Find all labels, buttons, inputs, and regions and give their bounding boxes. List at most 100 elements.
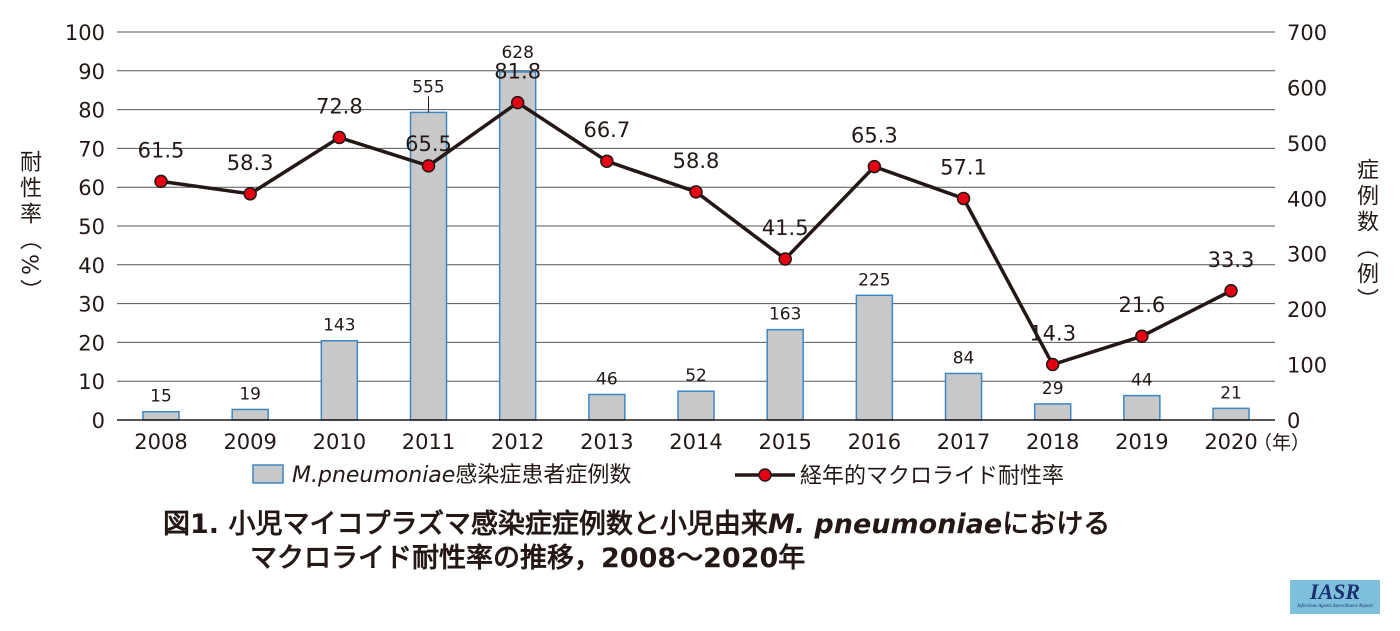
y2-tick-label: 500 bbox=[1287, 132, 1327, 156]
bar-value-label: 163 bbox=[769, 305, 801, 325]
line-value-label: 65.5 bbox=[405, 132, 452, 156]
y-axis-title: 耐性率（%） bbox=[16, 150, 41, 305]
bar-value-label: 44 bbox=[1131, 371, 1153, 391]
y-tick-label: 60 bbox=[78, 176, 105, 200]
y-tick-label: 30 bbox=[78, 293, 105, 317]
line-value-label: 72.8 bbox=[316, 95, 363, 119]
logo-text: IASR bbox=[1309, 579, 1361, 604]
logo-subtitle: Infectious Agents Surveillance Report bbox=[1297, 604, 1373, 609]
bar bbox=[677, 390, 715, 421]
line-value-label: 61.5 bbox=[138, 138, 185, 162]
y-tick-label: 40 bbox=[78, 254, 105, 278]
bar-value-label: 143 bbox=[323, 316, 355, 336]
legend-bar-label: M.pneumoniae感染症患者症例数 bbox=[292, 463, 631, 488]
x-tick-label: 2013 bbox=[580, 430, 633, 454]
title-text: 図1. 小児マイコプラズマ感染症症例数と小児由来 bbox=[163, 509, 768, 540]
iasr-logo: IASR Infectious Agents Surveillance Repor… bbox=[1290, 580, 1380, 614]
y2-tick-label: 100 bbox=[1287, 354, 1327, 378]
bar bbox=[142, 410, 180, 421]
bar-value-label: 21 bbox=[1220, 383, 1242, 403]
line-marker bbox=[510, 95, 525, 110]
line-marker bbox=[867, 159, 882, 174]
y2-tick-label: 700 bbox=[1287, 21, 1327, 45]
bar-value-label: 15 bbox=[150, 387, 172, 407]
y-tick-label: 0 bbox=[92, 409, 105, 433]
line-marker bbox=[332, 130, 347, 145]
chart: 0 10 20 30 40 50 60 70 80 90 100 0 100 200 300 400 500 60… bbox=[65, 21, 1327, 489]
line-marker bbox=[154, 174, 168, 189]
line-marker bbox=[421, 159, 436, 173]
figure-title-line2: マクロライド耐性率の推移，2008〜2020年 bbox=[250, 543, 806, 574]
bar-value-label: 29 bbox=[1042, 379, 1064, 399]
y2-tick-label: 400 bbox=[1287, 187, 1327, 211]
bar bbox=[944, 372, 983, 421]
line-marker bbox=[243, 187, 257, 201]
bar-value-label: 84 bbox=[953, 348, 975, 368]
line-value-label: 33.3 bbox=[1208, 248, 1255, 272]
y-tick-label: 100 bbox=[65, 21, 105, 45]
bar-value-label: 628 bbox=[501, 43, 533, 63]
line-value-label: 14.3 bbox=[1029, 322, 1076, 346]
title-text: における bbox=[1002, 509, 1111, 540]
y2-tick-label: 600 bbox=[1287, 76, 1327, 100]
y-tick-label: 50 bbox=[78, 215, 105, 239]
line-marker bbox=[956, 191, 971, 206]
y-tick-label: 90 bbox=[78, 60, 105, 84]
x-tick-label: 2009 bbox=[223, 430, 276, 454]
y2-axis-title: 症例数（例） bbox=[1353, 158, 1378, 314]
x-tick-label: 2012 bbox=[491, 430, 544, 454]
line-marker bbox=[600, 154, 614, 168]
legend-line-label: 経年的マクロライド耐性率 bbox=[800, 464, 1064, 489]
line-value-label: 21.6 bbox=[1118, 293, 1165, 317]
y2-tick-label: 200 bbox=[1287, 298, 1327, 322]
line-value-label: 57.1 bbox=[940, 155, 987, 179]
x-tick-label: 2014 bbox=[669, 430, 722, 454]
line-marker bbox=[1135, 329, 1149, 343]
bar-value-label: 19 bbox=[239, 384, 261, 404]
y2-tick-label: 300 bbox=[1287, 243, 1327, 267]
title-species: M. pneumoniae bbox=[767, 509, 1003, 540]
legend-bar-swatch bbox=[252, 464, 284, 484]
line-value-label: 41.5 bbox=[762, 216, 809, 240]
x-tick-label: 2008 bbox=[134, 430, 187, 454]
bar bbox=[231, 408, 269, 421]
legend-line-marker bbox=[758, 468, 772, 482]
y-tick-label: 20 bbox=[78, 331, 105, 355]
line-marker bbox=[1224, 284, 1238, 298]
line-value-label: 65.3 bbox=[851, 124, 898, 148]
bar-value-label: 46 bbox=[596, 370, 618, 390]
x-tick-label: 2017 bbox=[937, 430, 990, 454]
x-tick-label: 2010 bbox=[313, 430, 366, 454]
line-value-label: 81.8 bbox=[494, 60, 541, 84]
line-marker bbox=[778, 252, 792, 266]
bar-value-label: 555 bbox=[412, 77, 444, 97]
x-tick-label: 2016 bbox=[848, 430, 901, 454]
line-value-label: 58.8 bbox=[673, 149, 720, 173]
y-tick-label: 80 bbox=[78, 99, 105, 123]
x-tick-label: 2011 bbox=[402, 430, 455, 454]
bar bbox=[498, 71, 537, 421]
bar bbox=[1123, 394, 1161, 421]
bar-value-label: 225 bbox=[858, 270, 890, 290]
y2-tick-label: 0 bbox=[1287, 409, 1300, 433]
bar bbox=[855, 294, 894, 421]
y-tick-label: 70 bbox=[78, 137, 105, 161]
x-unit-label: （年） bbox=[1253, 432, 1310, 454]
x-tick-label: 2018 bbox=[1026, 430, 1079, 454]
line-marker bbox=[1045, 357, 1060, 372]
line-value-label: 66.7 bbox=[583, 118, 630, 142]
line-marker bbox=[689, 185, 703, 199]
figure-title-line1: 図1. 小児マイコプラズマ感染症症例数と小児由来M. pneumoniaeにおけ… bbox=[163, 502, 1110, 541]
bar bbox=[320, 339, 359, 421]
bar bbox=[766, 328, 804, 421]
x-tick-label: 2019 bbox=[1115, 430, 1168, 454]
bar-value-label: 52 bbox=[685, 366, 707, 386]
bar bbox=[1033, 403, 1072, 421]
line-value-label: 58.3 bbox=[227, 151, 274, 175]
bar bbox=[588, 393, 626, 421]
x-tick-label: 2015 bbox=[758, 430, 811, 454]
bar bbox=[1212, 407, 1250, 421]
y-tick-label: 10 bbox=[78, 370, 105, 394]
x-tick-label: 2020 bbox=[1204, 430, 1257, 454]
